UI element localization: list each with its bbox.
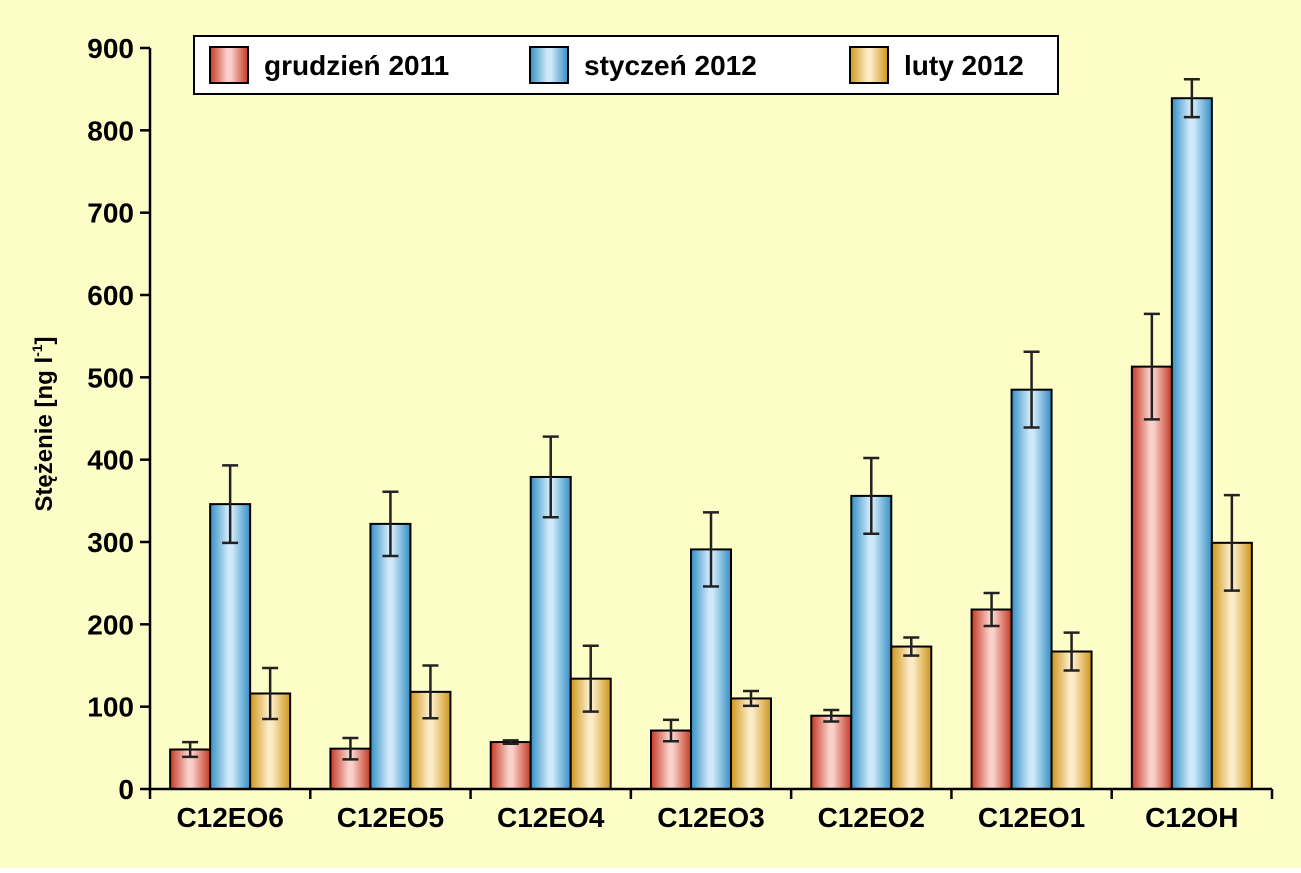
y-tick-label: 400 xyxy=(87,445,134,476)
legend-box xyxy=(193,35,1059,95)
y-tick-label: 700 xyxy=(87,198,134,229)
x-tick-label-C12OH: C12OH xyxy=(1145,802,1238,833)
bar-grudzień-2011-C12OH xyxy=(1130,365,1173,790)
bar-styczeń-2012-C12EO2 xyxy=(850,494,893,790)
legend-swatch-styczeń-2012 xyxy=(529,46,569,84)
y-tick-label: 600 xyxy=(87,280,134,311)
y-tick-label: 100 xyxy=(87,692,134,723)
bar-luty-2012-C12EO2 xyxy=(890,645,933,791)
x-tick-label-C12EO4: C12EO4 xyxy=(497,802,605,833)
y-tick-label: 900 xyxy=(87,33,134,64)
y-tick-label: 200 xyxy=(87,609,134,640)
bar-styczeń-2012-C12EO1 xyxy=(1010,388,1053,790)
x-tick-label-C12EO1: C12EO1 xyxy=(978,802,1085,833)
x-tick-label-C12EO2: C12EO2 xyxy=(818,802,925,833)
x-tick-label-C12EO5: C12EO5 xyxy=(337,802,444,833)
bar-grudzień-2011-C12EO1 xyxy=(970,608,1013,790)
bar-styczeń-2012-C12EO4 xyxy=(529,475,572,790)
bar-grudzień-2011-C12EO4 xyxy=(489,741,532,791)
legend-label-grudzień-2011: grudzień 2011 xyxy=(264,50,449,81)
y-axis-label-superscript: -1 xyxy=(29,344,45,357)
legend-swatch-grudzień-2011 xyxy=(209,46,249,84)
x-tick-label-C12EO6: C12EO6 xyxy=(176,802,283,833)
bar-styczeń-2012-C12EO6 xyxy=(209,503,252,790)
legend-swatch-luty-2012 xyxy=(849,46,889,84)
y-tick-label: 0 xyxy=(118,774,134,805)
y-tick-label: 300 xyxy=(87,527,134,558)
bar-grudzień-2011-C12EO2 xyxy=(810,714,853,790)
bar-luty-2012-C12EO3 xyxy=(730,697,772,791)
y-tick-label: 500 xyxy=(87,362,134,393)
x-tick-label-C12EO3: C12EO3 xyxy=(657,802,764,833)
y-axis-label-close: ] xyxy=(31,336,58,344)
y-tick-label: 800 xyxy=(87,115,134,146)
bar-styczeń-2012-C12OH xyxy=(1170,97,1213,791)
bar-styczeń-2012-C12EO5 xyxy=(369,522,412,790)
legend-label-styczeń-2012: styczeń 2012 xyxy=(584,50,757,81)
y-axis-label-main: Stężenie [ng l xyxy=(31,357,58,512)
y-axis-label: Stężenie [ng l-1] xyxy=(29,336,58,511)
bar-luty-2012-C12EO1 xyxy=(1050,650,1093,791)
legend-label-luty-2012: luty 2012 xyxy=(904,50,1024,81)
